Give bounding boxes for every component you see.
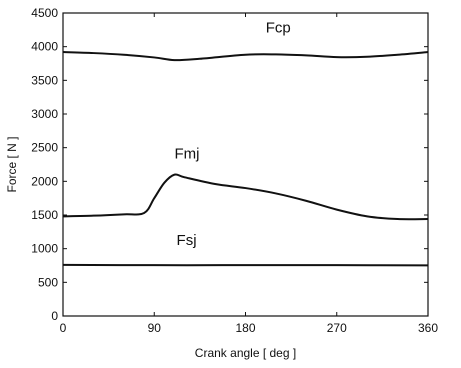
y-tick-label: 1500 [31,208,58,222]
x-tick-label: 270 [327,321,347,335]
series-label-fsj: Fsj [177,232,197,249]
y-tick-label: 4000 [31,40,58,54]
x-tick-label: 90 [148,321,162,335]
x-tick-label: 360 [418,321,438,335]
y-tick-label: 0 [51,309,58,323]
y-tick-label: 3000 [31,107,58,121]
series-line-fmj [62,173,429,221]
series-labels: Fcp Fmj Fsj [175,20,291,250]
series-label-fcp: Fcp [266,20,291,37]
tick-labels: 0 90 180 270 360 0 500 1000 1500 2000 2500 3000 3500… [31,6,438,335]
x-axis-label: Crank angle [ deg ] [195,346,296,360]
y-tick-label: 4500 [31,6,58,20]
y-tick-label: 2000 [31,174,58,188]
series-lines [62,51,429,267]
series-label-fmj: Fmj [175,146,200,163]
axis-ticks [62,12,429,317]
plot-frame [62,12,429,317]
y-tick-label: 500 [38,275,58,289]
series-line-fsj [62,263,429,267]
series-line-fcp [62,51,429,62]
x-tick-label: 180 [235,321,255,335]
y-axis-label: Force [ N ] [5,136,19,192]
y-tick-label: 3500 [31,73,58,87]
y-tick-label: 2500 [31,141,58,155]
y-tick-label: 1000 [31,242,58,256]
x-tick-label: 0 [60,321,67,335]
